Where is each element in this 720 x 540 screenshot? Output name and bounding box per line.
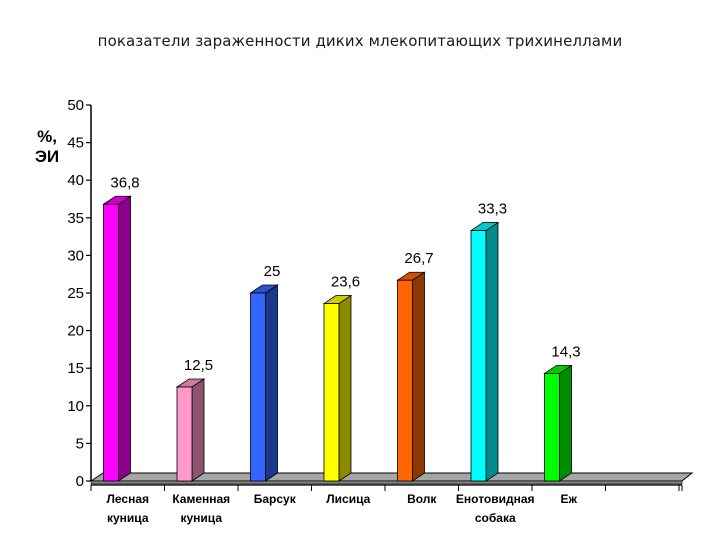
bar-side [559, 364, 572, 482]
x-tick-label: Еж [560, 492, 577, 506]
bar [102, 195, 132, 482]
chart-title: показатели зараженности диких млекопитаю… [97, 32, 623, 50]
x-tick-label: Барсук [254, 492, 297, 506]
bar [249, 284, 279, 482]
y-tick-label: 50 [67, 97, 84, 114]
y-tick-label: 20 [67, 323, 84, 340]
y-tick-label: 10 [67, 398, 84, 415]
bar-front [544, 373, 560, 482]
data-labels-group: 36,8 12,5 25 23,6 26,7 33,3 14,3 [110, 174, 580, 374]
bar-front [470, 230, 487, 482]
bar-side [191, 378, 205, 482]
bar-side [338, 294, 352, 482]
data-label: 14,3 [551, 343, 580, 360]
y-axis-label: %,ЭИ [35, 127, 59, 166]
x-tick-label: собака [475, 511, 516, 525]
x-tick-label: Енотовидная [456, 492, 535, 506]
bar-front [250, 292, 266, 482]
y-tick-label: 15 [67, 360, 84, 377]
y-tick-label: 35 [67, 210, 84, 227]
bar [469, 221, 500, 482]
y-tick-label: 5 [76, 435, 84, 452]
x-tick-label: Лисица [326, 492, 370, 506]
bar-front [103, 203, 119, 482]
y-tick-label: 45 [67, 135, 84, 152]
bar-side [412, 271, 425, 482]
y-axis-label-line: ЭИ [35, 147, 59, 166]
y-tick-label: 25 [67, 285, 84, 302]
bar-side [485, 221, 499, 482]
data-label: 23,6 [331, 274, 360, 291]
bar [396, 271, 426, 482]
bars-group [102, 195, 573, 482]
data-label: 25 [264, 263, 281, 280]
x-tick-label: куница [180, 511, 222, 525]
bar [322, 294, 353, 482]
x-axis: Лесная куница Каменная куница Барсук Лисица Во… [90, 484, 683, 525]
x-tick-label: Лесная [106, 492, 149, 506]
y-axis: 0 5 10 15 20 25 30 35 40 45 50 [67, 97, 92, 490]
bar-front [323, 303, 340, 482]
bar-front [397, 279, 413, 482]
x-tick-label: куница [107, 511, 149, 525]
data-label: 33,3 [478, 201, 507, 218]
y-axis-label-line: %, [37, 127, 57, 146]
y-tick-label: 30 [67, 247, 84, 264]
y-tick-label: 0 [76, 473, 84, 490]
bar [543, 364, 573, 482]
y-tick-label: 40 [67, 172, 84, 189]
x-tick-label: Волк [407, 492, 437, 506]
bar-side [118, 195, 131, 482]
x-tick-label: Каменная [172, 492, 230, 506]
floor-front [90, 480, 683, 485]
data-label: 26,7 [404, 250, 433, 267]
bar [175, 378, 206, 482]
bar-front [176, 386, 193, 482]
bar-side [265, 284, 278, 482]
data-label: 12,5 [184, 357, 213, 374]
data-label: 36,8 [110, 174, 139, 191]
